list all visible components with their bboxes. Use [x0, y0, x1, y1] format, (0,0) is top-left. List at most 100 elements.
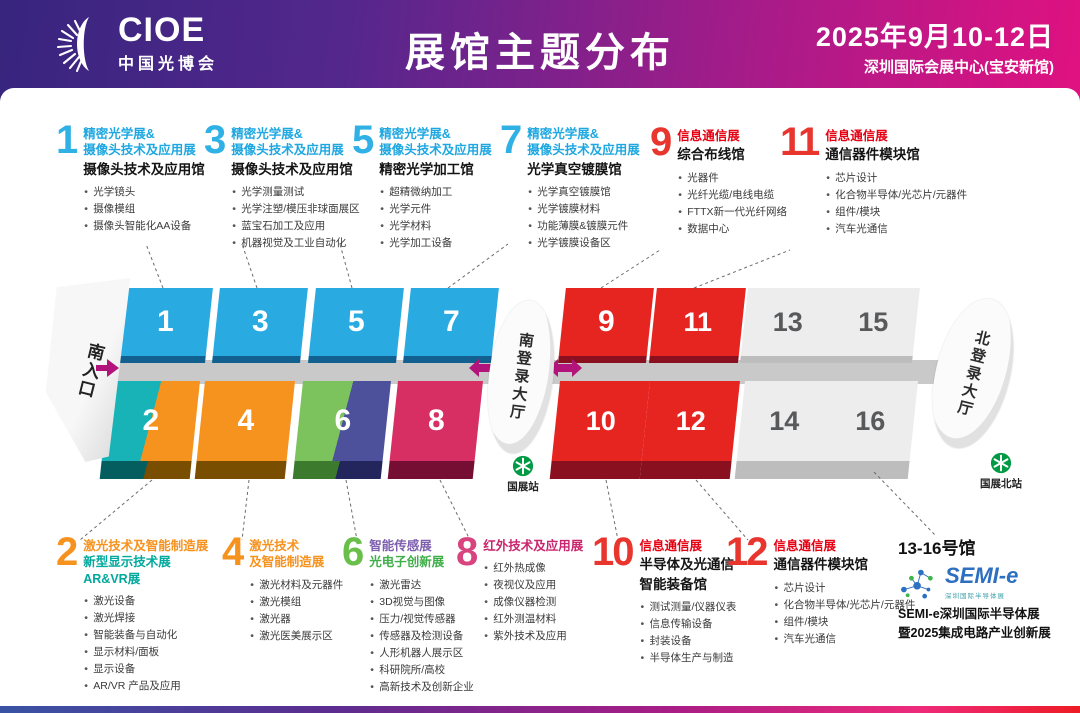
hall-face: 16	[822, 381, 918, 461]
semi-e-logo: SEMI-e 深圳国际半导体展	[898, 565, 1070, 600]
hall-13: 13	[740, 288, 835, 363]
hall-10: 10	[549, 381, 650, 479]
hall-face: 6	[294, 381, 391, 461]
hall-side-face	[117, 356, 206, 363]
bullet-item: 智能装备与自动化	[83, 627, 208, 644]
hall-number: 10	[585, 405, 616, 436]
bullet-item: 光学元件	[379, 201, 492, 218]
hall-number: 4	[237, 404, 255, 437]
section-exhibition-title: 信息通信展	[639, 539, 703, 553]
bullet-item: 紫外技术及应用	[483, 628, 583, 645]
section-number: 7	[500, 118, 522, 162]
bullet-item: 数据中心	[677, 221, 787, 238]
section-number: 10	[592, 530, 634, 574]
section-number: 2	[56, 530, 78, 574]
section-body: 精密光学展&摄像头技术及应用展摄像头技术及应用馆光学测量测试光学注塑/模压非球面…	[231, 124, 359, 252]
section-bullet-list: 激光材料及元器件激光模组激光器激光医美展示区	[249, 577, 343, 645]
section-12: 12信息通信展通信器件模块馆芯片设计化合物半导体/光芯片/元器件组件/模块汽车光…	[726, 532, 916, 648]
semi-line-2: 暨2025集成电路产业创新展	[898, 625, 1051, 640]
bullet-item: 蓝宝石加工及应用	[231, 218, 359, 235]
hall-number: 15	[858, 306, 889, 337]
section-body: 信息通信展半导体及光通信智能装备馆测试测量/仪器仪表信息传输设备封装设备半导体生…	[640, 536, 737, 667]
section-7: 7精密光学展&摄像头技术及应用展光学真空镀膜馆光学真空镀膜馆光学镀膜材料功能薄膜…	[500, 118, 640, 252]
hall-9: 9	[558, 288, 654, 363]
section-exhibition-title: 精密光学展&	[231, 127, 303, 141]
section-bullet-list: 光学测量测试光学注塑/模压非球面展区蓝宝石加工及应用机器视觉及工业自动化	[231, 184, 359, 252]
hall-number: 8	[427, 404, 445, 437]
section-exhibition-title: 智能传感展	[369, 539, 432, 553]
bullet-item: 摄像模组	[83, 201, 205, 218]
hall-face: 15	[826, 288, 920, 356]
semi-network-icon	[901, 569, 933, 599]
bullet-item: 激光雷达	[369, 577, 474, 594]
section-bullet-list: 光学镜头摄像模组摄像头智能化AA设备	[83, 184, 205, 235]
brand-name: CIOE	[118, 11, 206, 49]
hall-15: 15	[826, 288, 920, 363]
hall-number: 13	[772, 306, 803, 337]
hall-face: 1	[117, 288, 213, 356]
section-hall-title: 综合布线馆	[677, 147, 745, 163]
bullet-item: 光学注塑/模压非球面展区	[231, 201, 359, 218]
bullet-item: 人形机器人展示区	[369, 645, 474, 662]
semi-line-1: SEMI-e深圳国际半导体展	[898, 607, 1040, 621]
bullet-item: 红外测温材料	[483, 611, 583, 628]
bullet-item: 传感器及检测设备	[369, 628, 474, 645]
bullet-item: 汽车光通信	[825, 221, 967, 238]
section-bullet-list: 测试测量/仪器仪表信息传输设备封装设备半导体生产与制造	[640, 599, 737, 667]
section-8: 8红外技术及应用展红外热成像夜视仪及应用成像仪器检测红外测温材料紫外技术及应用	[456, 530, 584, 645]
section-exhibition-title: 信息通信展	[825, 129, 888, 143]
bullet-item: 激光器	[249, 611, 343, 628]
section-bullet-list: 激光设备激光焊接智能装备与自动化显示材料/面板显示设备AR/VR 产品及应用	[83, 593, 208, 695]
section-exhibition-title: 精密光学展&	[379, 127, 451, 141]
halls-13-16-title: 13-16号馆	[898, 539, 976, 558]
hall-face: 5	[308, 288, 404, 356]
bullet-item: 组件/模块	[825, 204, 967, 221]
hall-face: 11	[649, 288, 746, 356]
hall-side-face	[387, 461, 475, 479]
hall-face: 4	[196, 381, 295, 461]
hall-face: 9	[558, 288, 654, 356]
bullet-item: 光器件	[677, 170, 787, 187]
hall-11: 11	[649, 288, 746, 363]
bottom-gradient-bar	[0, 706, 1080, 713]
section-exhibition-title: 摄像头技术及应用展	[83, 143, 196, 158]
section-body: 精密光学展&摄像头技术及应用展光学真空镀膜馆光学真空镀膜馆光学镀膜材料功能薄膜&…	[527, 124, 640, 252]
section-bullet-list: 超精微纳加工光学元件光学材料光学加工设备	[379, 184, 492, 252]
section-1: 1精密光学展&摄像头技术及应用展摄像头技术及应用馆光学镜头摄像模组摄像头智能化A…	[56, 120, 205, 235]
hall-face: 12	[641, 381, 740, 461]
hall-side-face	[403, 356, 492, 363]
section-hall-title: 精密光学加工馆	[379, 161, 474, 177]
section-exhibition-title: 精密光学展&	[527, 127, 599, 141]
section-body: 信息通信展通信器件模块馆芯片设计化合物半导体/光芯片/元器件组件/模块汽车光通信	[774, 536, 916, 648]
bullet-item: 显示设备	[83, 661, 208, 678]
hall-number: 9	[597, 305, 615, 338]
bullet-item: FTTX新一代光纤网络	[677, 204, 787, 221]
section-exhibition-title: 及智能制造展	[249, 555, 325, 570]
section-exhibition-title: 红外技术及应用展	[483, 539, 584, 553]
hall-14: 14	[734, 381, 832, 479]
hall-side-face	[99, 461, 192, 479]
hall-6: 6	[292, 381, 391, 479]
hall-side-face	[558, 356, 647, 363]
hall-side-face	[308, 356, 397, 363]
bullet-item: 封装设备	[640, 633, 737, 650]
hall-3: 3	[212, 288, 308, 363]
section-body: 信息通信展综合布线馆光器件光纤光缆/电线电缆FTTX新一代光纤网络数据中心	[677, 126, 787, 238]
section-2: 2激光技术及智能制造展新型显示技术展AR&VR展激光设备激光焊接智能装备与自动化…	[56, 530, 208, 695]
bullet-item: 光学镀膜设备区	[527, 235, 640, 252]
bullet-item: 半导体生产与制造	[640, 650, 737, 667]
section-body: 智能传感展光电子创新展激光雷达3D视觉与图像压力/视觉传感器传感器及检测设备人形…	[369, 536, 474, 696]
bullet-item: 化合物半导体/光芯片/元器件	[774, 597, 915, 614]
semi-e-block: 13-16号馆 SEMI-e 深圳国际半导体展 SEMI-e深圳国际半导体展 暨…	[898, 534, 1070, 643]
bullet-item: 芯片设计	[774, 580, 916, 597]
hall-side-face	[639, 461, 732, 479]
bullet-item: 组件/模块	[774, 614, 916, 631]
section-bullet-list: 光器件光纤光缆/电线电缆FTTX新一代光纤网络数据中心	[677, 170, 787, 238]
section-11: 11信息通信展通信器件模块馆芯片设计化合物半导体/光芯片/元器件组件/模块汽车光…	[780, 122, 967, 238]
bullet-item: 激光焊接	[83, 610, 208, 627]
section-exhibition-title: 新型显示技术展	[83, 555, 171, 570]
section-exhibition-title: 摄像头技术及应用展	[231, 143, 344, 158]
section-number: 8	[456, 530, 478, 574]
page-title: 展馆主题分布	[405, 31, 675, 75]
hall-side-face	[820, 461, 910, 479]
